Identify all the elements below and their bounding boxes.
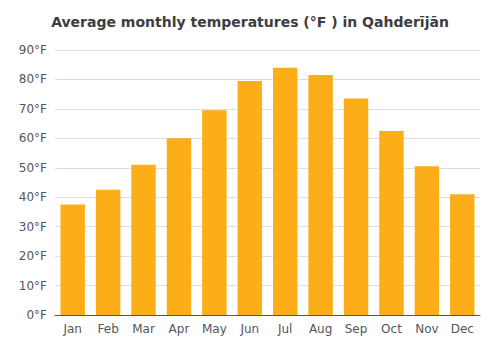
svg-text:70°F: 70°F	[19, 102, 47, 116]
svg-text:Nov: Nov	[415, 322, 438, 336]
svg-text:50°F: 50°F	[19, 161, 47, 175]
svg-text:Average monthly temperatures (: Average monthly temperatures (°F ) in Qa…	[51, 14, 449, 30]
svg-text:40°F: 40°F	[19, 190, 47, 204]
svg-text:Sep: Sep	[345, 322, 368, 336]
svg-text:0°F: 0°F	[26, 308, 47, 322]
svg-text:20°F: 20°F	[19, 249, 47, 263]
svg-text:Feb: Feb	[98, 322, 119, 336]
svg-text:Dec: Dec	[451, 322, 474, 336]
svg-text:Jan: Jan	[62, 322, 82, 336]
svg-text:Jul: Jul	[277, 322, 292, 336]
svg-text:80°F: 80°F	[19, 72, 47, 86]
svg-text:Mar: Mar	[132, 322, 155, 336]
svg-text:60°F: 60°F	[19, 131, 47, 145]
svg-text:90°F: 90°F	[19, 43, 47, 57]
svg-text:Apr: Apr	[169, 322, 190, 336]
svg-text:10°F: 10°F	[19, 279, 47, 293]
svg-text:Oct: Oct	[381, 322, 402, 336]
svg-text:Aug: Aug	[309, 322, 332, 336]
svg-text:Jun: Jun	[239, 322, 259, 336]
svg-text:30°F: 30°F	[19, 220, 47, 234]
svg-text:May: May	[202, 322, 227, 336]
